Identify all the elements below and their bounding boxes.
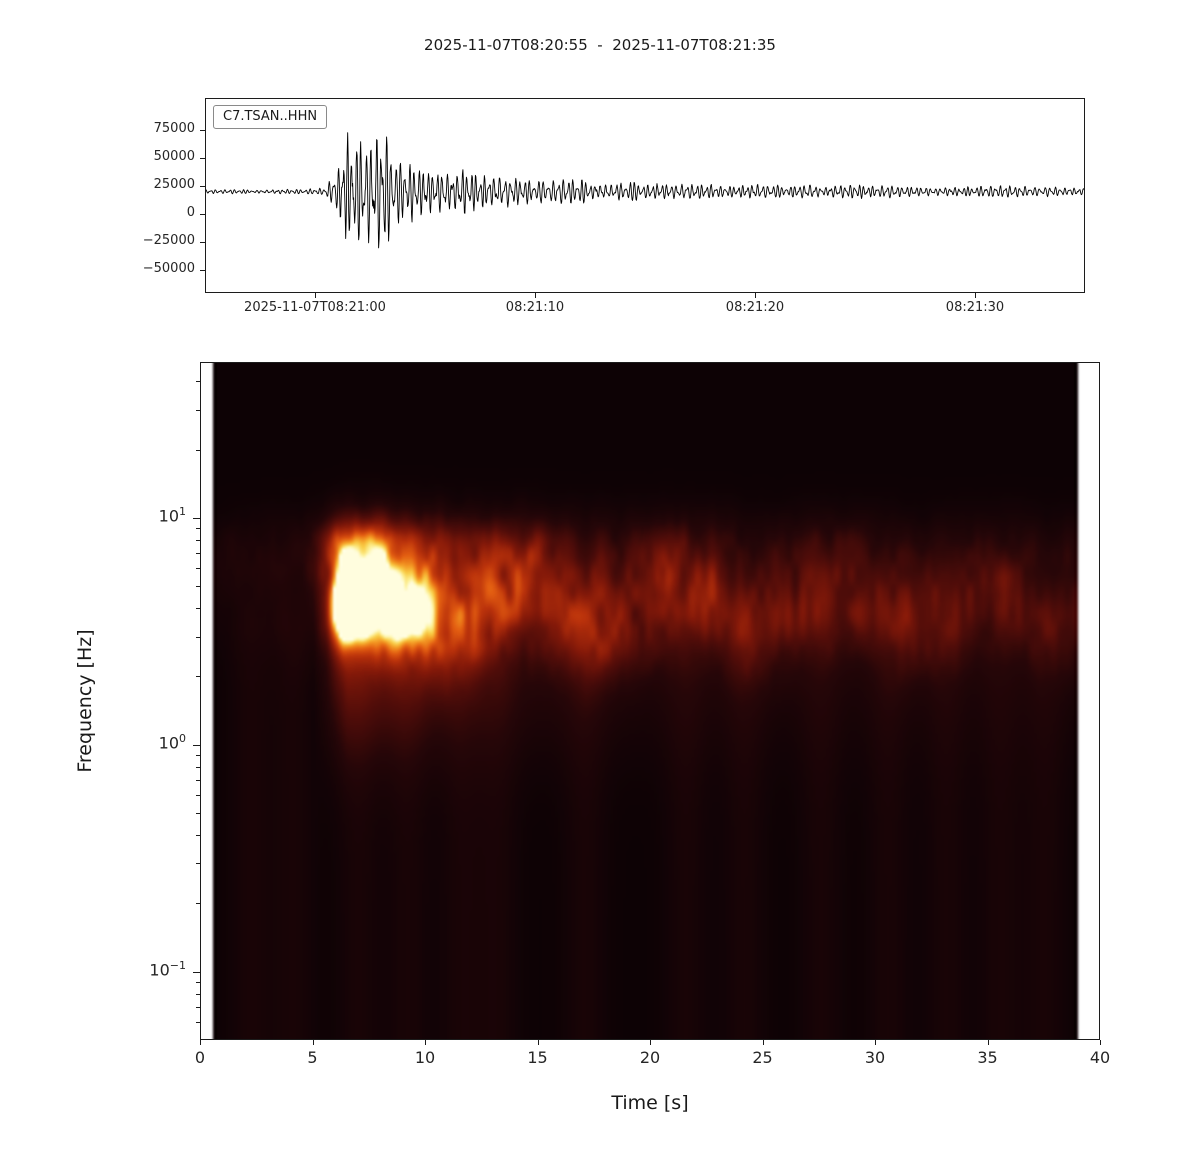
spectrogram-axes — [200, 362, 1100, 1040]
wave-xtick-label: 08:21:20 — [725, 300, 785, 315]
spec-ytick-mark — [193, 744, 200, 746]
wave-ytick-mark — [200, 270, 205, 272]
spec-xtick-mark — [200, 1040, 201, 1045]
spec-xtick-mark — [762, 1040, 764, 1045]
spec-ytick-mark — [193, 971, 200, 973]
wave-ytick-mark — [200, 242, 205, 243]
wave-ytick-mark — [200, 129, 205, 131]
wave-xtick-mark — [535, 293, 536, 298]
spec-xtick-label: 40 — [1089, 1048, 1111, 1067]
wave-xtick-mark — [315, 293, 316, 298]
wave-xtick-mark — [755, 293, 756, 298]
wave-ytick-mark — [200, 157, 205, 159]
spec-ytick-minor-mark — [196, 755, 200, 757]
spec-xtick-mark — [425, 1040, 426, 1045]
spec-ytick-minor-mark — [196, 586, 200, 588]
spectrogram-ylabel: Frequency [Hz] — [74, 629, 96, 773]
wave-ytick-label: 25000 — [153, 176, 195, 192]
spec-ytick-mark — [193, 517, 200, 519]
spec-ytick-minor-mark — [196, 863, 200, 865]
spec-ytick-label: 10−1 — [149, 958, 186, 980]
spec-ytick-minor-mark — [196, 795, 200, 797]
spec-xtick-mark — [537, 1040, 539, 1045]
spec-xtick-label: 0 — [194, 1048, 206, 1067]
spec-xtick-label: 25 — [752, 1048, 773, 1067]
wave-xtick-label: 08:21:30 — [945, 300, 1005, 315]
spec-xtick-label: 15 — [527, 1048, 548, 1067]
wave-xtick-mark — [975, 293, 976, 298]
spec-xtick-mark — [987, 1040, 989, 1045]
wave-xtick-label: 2025-11-07T08:21:00 — [244, 300, 386, 315]
spec-ytick-minor-mark — [196, 636, 200, 638]
wave-ytick-label: 50000 — [153, 148, 195, 164]
wave-ytick-mark — [200, 213, 205, 215]
spec-xtick-label: 20 — [639, 1048, 661, 1067]
spec-ytick-minor-mark — [196, 381, 200, 383]
wave-ytick-label: 0 — [186, 204, 195, 220]
wave-xtick-label: 08:21:10 — [505, 300, 565, 315]
spec-xtick-mark — [650, 1040, 651, 1045]
spec-ytick-label: 100 — [158, 731, 186, 753]
spec-xtick-label: 35 — [977, 1048, 998, 1067]
wave-ytick-mark — [200, 185, 205, 187]
wave-ytick-label: 75000 — [153, 120, 195, 136]
spec-xtick-label: 5 — [307, 1048, 318, 1067]
spec-ytick-minor-mark — [196, 1006, 200, 1008]
figure-title: 2025-11-07T08:20:55 - 2025-11-07T08:21:3… — [424, 36, 776, 54]
spectrogram-xlabel: Time [s] — [611, 1092, 689, 1114]
spec-ytick-minor-mark — [196, 449, 200, 451]
spec-ytick-minor-mark — [196, 779, 200, 781]
seismogram-trace — [206, 132, 1084, 249]
seismogram-axes: C7.TSAN..HHN — [205, 98, 1085, 293]
spec-xtick-mark — [312, 1040, 314, 1045]
spec-xtick-label: 10 — [414, 1048, 436, 1067]
spec-ytick-label: 101 — [158, 504, 186, 526]
spec-ytick-minor-mark — [196, 608, 200, 610]
spectrogram-image — [201, 363, 1099, 1039]
spec-ytick-minor-mark — [196, 553, 200, 555]
spec-xtick-mark — [875, 1040, 876, 1045]
wave-ytick-label: −50000 — [142, 261, 195, 277]
trace-legend-label: C7.TSAN..HHN — [223, 109, 318, 124]
spec-ytick-minor-mark — [196, 409, 200, 411]
trace-legend: C7.TSAN..HHN — [213, 105, 328, 129]
spec-ytick-minor-mark — [196, 903, 200, 905]
spec-ytick-minor-mark — [196, 539, 200, 541]
spec-ytick-minor-mark — [196, 993, 200, 995]
spec-ytick-minor-mark — [196, 982, 200, 984]
spec-xtick-label: 30 — [864, 1048, 886, 1067]
spec-ytick-minor-mark — [196, 568, 200, 570]
spec-ytick-minor-mark — [196, 1022, 200, 1024]
spec-ytick-minor-mark — [196, 528, 200, 530]
spec-ytick-minor-mark — [196, 813, 200, 815]
spec-xtick-mark — [1100, 1040, 1101, 1045]
wave-ytick-label: −25000 — [142, 233, 195, 248]
waveform-polyline — [206, 132, 1084, 249]
spec-ytick-minor-mark — [196, 676, 200, 678]
spec-ytick-minor-mark — [196, 766, 200, 768]
spec-ytick-minor-mark — [196, 835, 200, 837]
